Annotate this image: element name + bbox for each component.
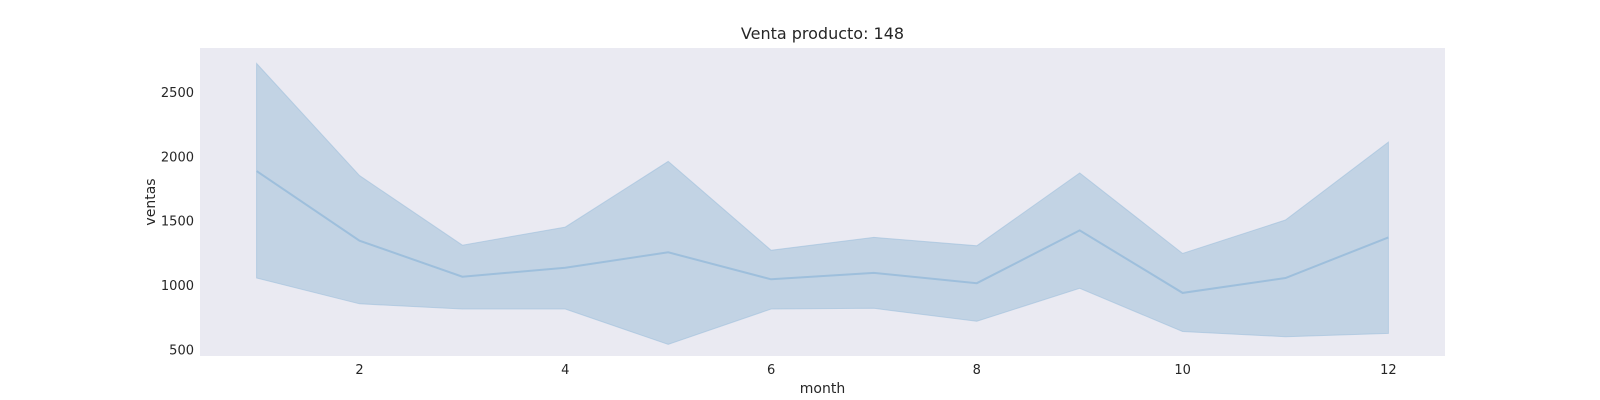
y-tick-label: 1500 <box>161 215 194 230</box>
x-tick-label: 6 <box>767 363 775 378</box>
series-line <box>256 170 1389 294</box>
confidence-band-layer <box>256 62 1389 345</box>
chart-title: Venta producto: 148 <box>741 24 904 43</box>
x-tick-label: 8 <box>973 363 981 378</box>
y-tick-label: 2000 <box>161 150 194 165</box>
series-line-layer <box>256 170 1389 294</box>
y-axis-label: ventas <box>143 178 159 225</box>
confidence-band <box>256 62 1389 345</box>
x-tick-label: 4 <box>561 363 569 378</box>
x-tick-label: 12 <box>1380 363 1397 378</box>
y-tick-label: 500 <box>169 344 194 359</box>
x-tick-label: 10 <box>1174 363 1191 378</box>
x-axis-label: month <box>800 381 845 397</box>
y-tick-label: 1000 <box>161 279 194 294</box>
y-axis-ticks: 500 1000 1500 2000 2500 <box>161 86 194 359</box>
y-tick-label: 2500 <box>161 86 194 101</box>
x-tick-label: 2 <box>355 363 363 378</box>
x-axis-ticks: 2 4 6 8 10 12 <box>355 363 1396 378</box>
